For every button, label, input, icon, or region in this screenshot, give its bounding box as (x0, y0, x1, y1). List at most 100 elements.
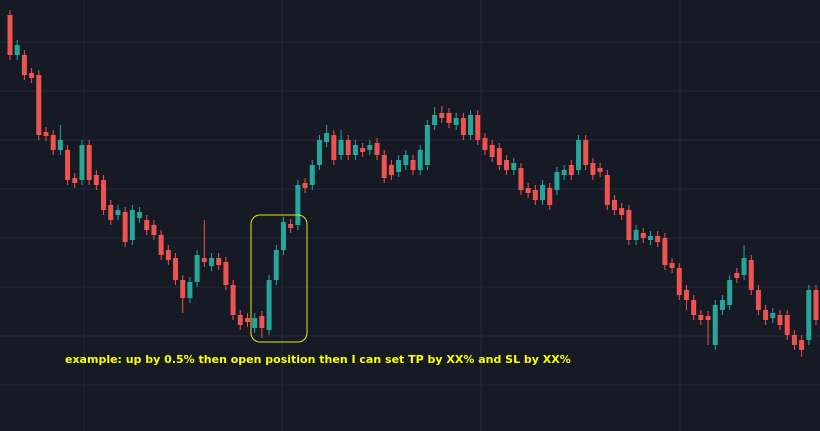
candle-body (424, 125, 430, 165)
candle-body (93, 175, 99, 185)
candle-body (669, 263, 675, 268)
candle-body (302, 183, 308, 188)
candle-body (662, 238, 668, 265)
candle-body (475, 115, 481, 140)
candle-body (755, 290, 761, 310)
candle-body (43, 132, 49, 136)
candle-body (367, 145, 373, 150)
candle-body (568, 165, 574, 175)
candle-body (705, 316, 711, 320)
candle-body (741, 258, 747, 275)
candle-body (151, 225, 157, 235)
candle-body (14, 45, 20, 55)
candle-body (137, 212, 143, 218)
candle-body (712, 305, 718, 345)
candle-body (273, 250, 279, 280)
candle-body (381, 155, 387, 178)
candle-body (309, 165, 315, 185)
candle-body (72, 178, 78, 183)
candle-body (453, 118, 459, 125)
candle-body (209, 258, 214, 266)
candle-body (496, 148, 502, 165)
candle-body (173, 258, 179, 280)
candle-body (676, 268, 682, 295)
candle-body (576, 140, 582, 170)
candle-body (518, 168, 524, 190)
candle-body (266, 280, 272, 330)
candle-body (583, 140, 589, 165)
candle-body (201, 258, 207, 262)
candle-body (525, 188, 531, 193)
candle-body (216, 258, 222, 265)
candle-body (770, 313, 776, 318)
candle-body (122, 212, 128, 242)
candle-body (683, 290, 689, 300)
candle-body (640, 233, 646, 238)
highlight-box (250, 214, 308, 343)
annotation: example: up by 0.5% then open position t… (65, 353, 571, 366)
candle-body (777, 315, 783, 325)
candle-body (763, 310, 769, 320)
candle-body (129, 210, 135, 240)
candle-body (79, 145, 85, 180)
candle-body (719, 300, 725, 310)
candle-body (532, 190, 538, 200)
candle-body (360, 148, 366, 152)
candle-body (655, 236, 661, 242)
candle-body (727, 280, 733, 305)
candle-body (784, 315, 790, 335)
candle-body (86, 145, 92, 180)
candle-body (554, 172, 560, 190)
candle-body (280, 222, 286, 250)
candle-body (108, 205, 114, 220)
candle-body (734, 273, 740, 278)
candles (7, 10, 819, 357)
candle-body (813, 290, 819, 320)
candle-body (432, 115, 438, 125)
candle-body (446, 113, 452, 123)
candle-body (158, 235, 164, 255)
candle-body (460, 118, 466, 135)
candle-body (691, 300, 697, 315)
candle-body (237, 315, 243, 325)
candle-body (626, 210, 632, 240)
candle-body (619, 208, 625, 215)
candle-body (647, 236, 653, 240)
candle-body (21, 55, 27, 75)
candle-body (489, 145, 495, 157)
candle-body (101, 180, 107, 210)
candle-body (396, 160, 402, 172)
candle-body (806, 290, 812, 340)
candle-body (439, 113, 445, 118)
candle-body (799, 340, 805, 350)
candle-body (604, 175, 610, 205)
candle-body (331, 135, 337, 160)
candle-body (511, 163, 517, 170)
candle-body (504, 160, 510, 170)
candle-body (352, 145, 358, 155)
candle-body (115, 210, 121, 215)
candle-body (698, 315, 704, 320)
candle-body (180, 280, 186, 298)
candle-body (36, 75, 42, 135)
candle-body (194, 255, 200, 282)
candle-body (590, 163, 596, 175)
candle-body (7, 15, 13, 55)
candle-body (144, 220, 150, 230)
candle-body (791, 335, 797, 345)
candle-body (295, 185, 301, 225)
candle-body (633, 230, 639, 240)
candle-body (612, 200, 617, 210)
candle-body (165, 250, 171, 260)
candle-body (252, 318, 258, 328)
candle-body (374, 143, 380, 155)
candle-body (230, 285, 236, 315)
candle-body (29, 73, 35, 78)
candle-body (259, 316, 265, 328)
candle-body (57, 140, 63, 150)
candle-body (410, 160, 416, 170)
candle-body (748, 260, 754, 290)
